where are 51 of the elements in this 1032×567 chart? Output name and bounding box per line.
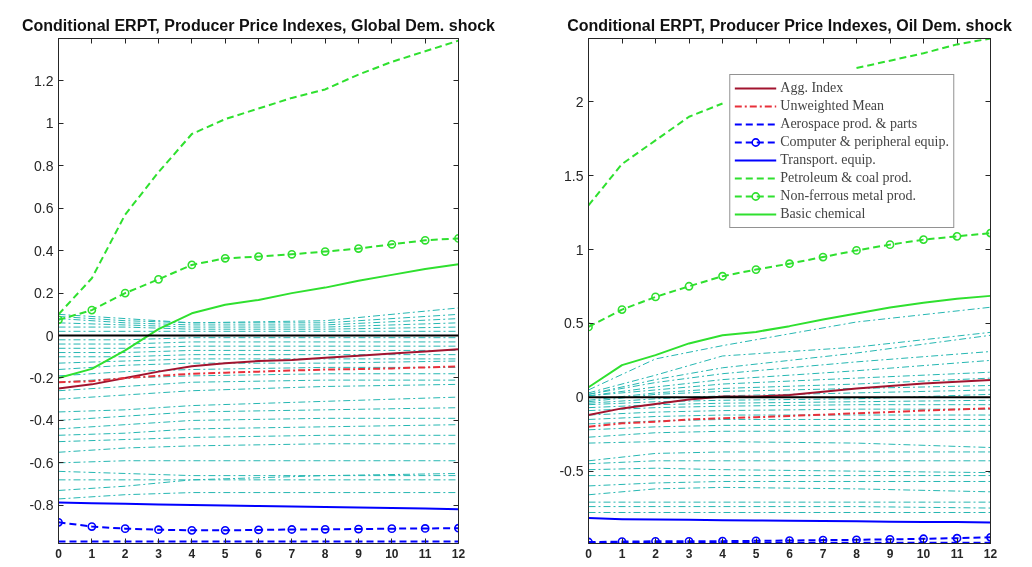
y-tick-label: 0.4: [34, 242, 54, 259]
x-tick-label: 10: [385, 546, 399, 561]
legend-label: Aerospace prod. & parts: [780, 115, 918, 133]
x-tick-label: 5: [752, 546, 760, 561]
x-tick-label: 12: [451, 546, 466, 561]
x-tick-label: 1: [618, 546, 626, 561]
y-tick-label: 0.8: [34, 157, 54, 174]
x-tick-label: 12: [983, 546, 998, 561]
x-tick-label: 1: [88, 546, 96, 561]
y-tick-label: -0.6: [29, 454, 54, 471]
legend-label: Petroleum & coal prod.: [780, 169, 912, 187]
x-tick-label: 7: [288, 546, 296, 561]
x-tick-label: 11: [950, 546, 964, 561]
x-tick-label: 5: [221, 546, 229, 561]
x-tick-label: 8: [321, 546, 329, 561]
x-tick-label: 3: [685, 546, 693, 561]
legend-label: Transport. equip.: [780, 151, 876, 169]
x-tick-label: 4: [719, 546, 727, 561]
legend-label: Unweighted Mean: [780, 97, 885, 115]
x-tick-label: 2: [121, 546, 129, 561]
legend-label: Computer & peripheral equip.: [780, 133, 949, 151]
x-tick-label: 7: [819, 546, 827, 561]
y-tick-label: 0.2: [34, 285, 54, 302]
x-tick-label: 10: [916, 546, 931, 561]
x-tick-label: 6: [255, 546, 263, 561]
x-tick-label: 8: [853, 546, 861, 561]
y-tick-label: -0.5: [559, 463, 584, 480]
chart-title: Conditional ERPT, Producer Price Indexes, Oil Dem. shock: [567, 16, 1012, 34]
x-tick-label: 9: [355, 546, 363, 561]
y-tick-label: 1: [575, 241, 584, 258]
x-tick-label: 2: [652, 546, 660, 561]
y-tick-label: 2: [575, 93, 584, 110]
x-tick-label: 11: [418, 546, 432, 561]
y-tick-label: 1: [45, 115, 54, 132]
legend-label: Basic chemical: [780, 205, 866, 223]
y-tick-label: 0: [575, 389, 584, 406]
x-tick-label: 3: [155, 546, 163, 561]
y-tick-label: -0.4: [29, 412, 54, 429]
y-tick-label: -0.8: [29, 497, 54, 514]
y-tick-label: 0.5: [564, 315, 584, 332]
y-tick-label: 1.5: [564, 167, 584, 184]
x-tick-label: 9: [886, 546, 894, 561]
x-tick-label: 6: [786, 546, 794, 561]
legend-label: Agg. Index: [780, 79, 844, 97]
y-tick-label: -0.2: [29, 370, 54, 386]
x-tick-label: 4: [188, 546, 196, 561]
chart-title: Conditional ERPT, Producer Price Indexes, Global Dem. shock: [22, 16, 496, 34]
legend-label: Non-ferrous metal prod.: [780, 187, 916, 205]
y-tick-label: 0.6: [34, 200, 54, 217]
y-tick-label: 1.2: [34, 72, 54, 89]
y-tick-label: 0: [45, 327, 54, 344]
